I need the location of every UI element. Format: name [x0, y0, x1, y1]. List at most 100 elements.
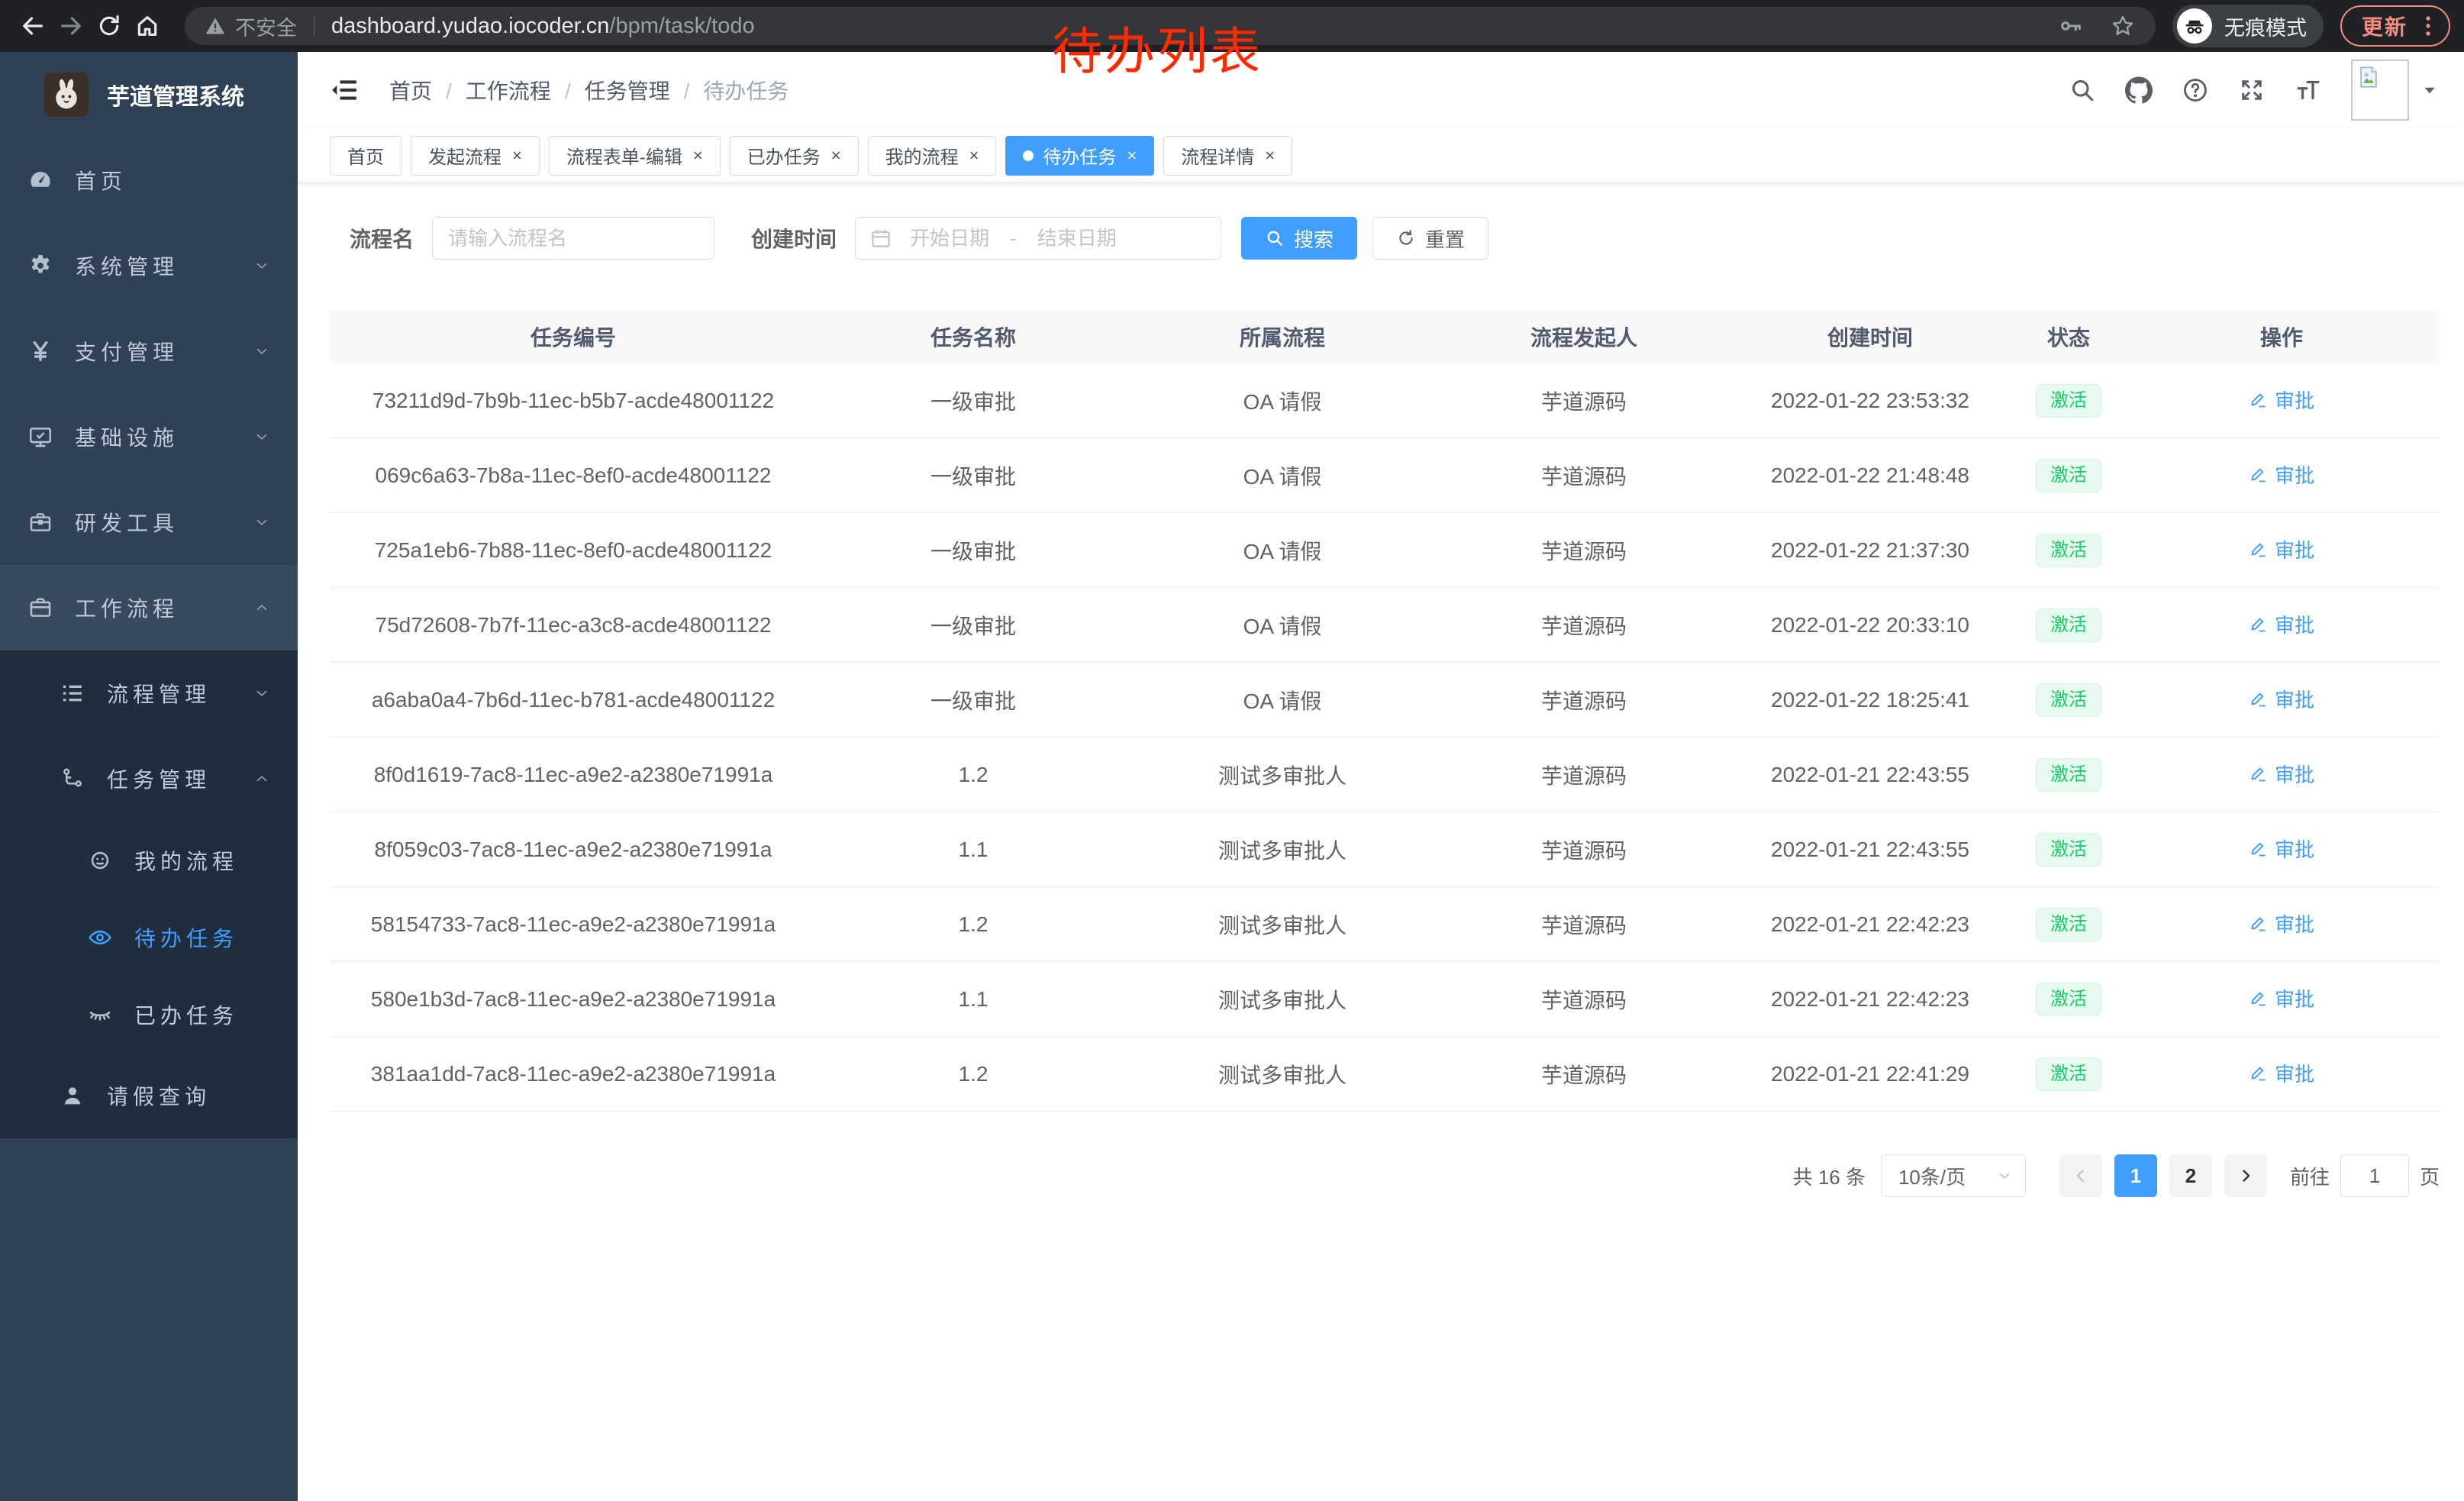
sidebar-item-leave-query[interactable]: 请假查询 — [0, 1053, 298, 1138]
table-row: 8f0d1619-7ac8-11ec-a9e2-a2380e71991a 1.2… — [330, 738, 2440, 812]
fullscreen-icon[interactable] — [2238, 76, 2266, 104]
process-name-label: 流程名 — [350, 228, 414, 251]
tab-start-process[interactable]: 发起流程 — [411, 135, 540, 176]
chevron-down-icon — [253, 685, 270, 702]
github-icon[interactable] — [2125, 76, 2153, 104]
goto-label: 前往 — [2289, 1165, 2330, 1189]
list-icon — [60, 680, 85, 706]
close-icon[interactable] — [969, 147, 979, 164]
active-dot-icon — [1023, 150, 1034, 161]
briefcase-icon — [27, 595, 53, 621]
process-name-input[interactable] — [432, 217, 715, 260]
url-host: dashboard.yudao.iocoder.cn — [331, 13, 610, 38]
start-date-input[interactable] — [892, 226, 1008, 250]
page-content: 流程名 创建时间 - 搜索 重置 — [298, 183, 2464, 1501]
prev-page-button[interactable] — [2059, 1154, 2102, 1197]
sidebar-item-infrastructure[interactable]: 基础设施 — [0, 394, 298, 479]
close-icon[interactable] — [512, 147, 522, 164]
sidebar-item-workflow[interactable]: 工作流程 — [0, 565, 298, 650]
page-size-select[interactable]: 10条/页 — [1880, 1154, 2026, 1197]
breadcrumb-workflow[interactable]: 工作流程 — [466, 75, 585, 105]
browser-update-button[interactable]: 更新 — [2340, 5, 2450, 47]
browser-home-button[interactable] — [128, 7, 166, 45]
address-bar[interactable]: 不安全 dashboard.yudao.iocoder.cn /bpm/task… — [185, 7, 2156, 45]
chevron-down-icon — [253, 514, 270, 531]
goto-page-input[interactable] — [2340, 1154, 2409, 1197]
sidebar-item-home[interactable]: 首页 — [0, 137, 298, 223]
approve-link[interactable]: 审批 — [2249, 909, 2314, 938]
approve-link[interactable]: 审批 — [2249, 535, 2314, 563]
edit-pencil-icon — [2251, 618, 2266, 632]
tab-done-tasks[interactable]: 已办任务 — [729, 135, 859, 176]
browser-back-button[interactable] — [14, 7, 52, 45]
app-logo-row[interactable]: 芋道管理系统 — [0, 52, 298, 137]
status-badge: 激活 — [2036, 832, 2101, 867]
gear-icon — [27, 253, 53, 279]
help-icon[interactable] — [2182, 76, 2209, 104]
approve-link[interactable]: 审批 — [2249, 610, 2314, 638]
tab-todo-tasks[interactable]: 待办任务 — [1005, 135, 1155, 176]
tab-process-form-edit[interactable]: 流程表单-编辑 — [548, 135, 721, 176]
sidebar-item-payment[interactable]: 支付管理 — [0, 308, 298, 394]
approve-link[interactable]: 审批 — [2249, 834, 2314, 863]
search-icon — [1267, 231, 1282, 246]
approve-link[interactable]: 审批 — [2249, 386, 2314, 414]
next-page-button[interactable] — [2224, 1154, 2267, 1197]
browser-toolbar: 不安全 dashboard.yudao.iocoder.cn /bpm/task… — [0, 0, 2464, 52]
edit-pencil-icon — [2251, 767, 2266, 782]
user-icon — [60, 1083, 85, 1109]
sidebar-item-process-management[interactable]: 流程管理 — [0, 650, 298, 736]
avatar-caret-icon[interactable] — [2420, 80, 2440, 100]
password-key-icon[interactable] — [2058, 13, 2084, 39]
status-badge: 激活 — [2036, 458, 2101, 492]
search-icon[interactable] — [2069, 76, 2096, 104]
approve-link[interactable]: 审批 — [2249, 1059, 2314, 1087]
end-date-input[interactable] — [1019, 226, 1134, 250]
sidebar-item-dev-tools[interactable]: 研发工具 — [0, 479, 298, 565]
search-button[interactable]: 搜索 — [1241, 217, 1358, 260]
date-range-picker[interactable]: - — [855, 217, 1222, 260]
table-row: 069c6a63-7b8a-11ec-8ef0-acde48001122 一级审… — [330, 438, 2440, 513]
approve-link[interactable]: 审批 — [2249, 460, 2314, 489]
approve-link[interactable]: 审批 — [2249, 760, 2314, 788]
approve-link[interactable]: 审批 — [2249, 984, 2314, 1012]
breadcrumb-home[interactable]: 首页 — [389, 75, 466, 105]
page-button-2[interactable]: 2 — [2169, 1154, 2212, 1197]
column-header: 所属流程 — [1239, 326, 1325, 350]
avatar[interactable] — [2351, 60, 2409, 121]
table-row: 58154733-7ac8-11ec-a9e2-a2380e71991a 1.2… — [330, 887, 2440, 962]
browser-forward-button[interactable] — [52, 7, 90, 45]
edit-pencil-icon — [2251, 842, 2266, 857]
sidebar-item-task-management[interactable]: 任务管理 — [0, 736, 298, 822]
sidebar-item-todo-tasks[interactable]: 待办任务 — [0, 899, 298, 976]
breadcrumb-task-management[interactable]: 任务管理 — [585, 75, 704, 105]
bookmark-star-icon[interactable] — [2110, 13, 2136, 39]
chevron-right-icon — [2243, 1170, 2250, 1182]
tab-my-process[interactable]: 我的流程 — [867, 135, 997, 176]
font-size-icon[interactable] — [2295, 76, 2322, 104]
tab-home[interactable]: 首页 — [330, 135, 402, 176]
edit-pencil-icon — [2251, 917, 2266, 931]
approve-link[interactable]: 审批 — [2249, 685, 2314, 713]
sidebar-item-my-process[interactable]: 我的流程 — [0, 822, 298, 899]
broken-image-icon — [2360, 66, 2377, 88]
tags-view-bar: 首页 发起流程 流程表单-编辑 已办任务 我的流程 待办任务 流程详情 — [298, 128, 2464, 183]
table-row: 8f059c03-7ac8-11ec-a9e2-a2380e71991a 1.1… — [330, 812, 2440, 887]
close-icon[interactable] — [1265, 147, 1275, 164]
browser-menu-icon[interactable] — [2415, 13, 2441, 39]
reset-button[interactable]: 重置 — [1372, 217, 1489, 260]
close-icon[interactable] — [1127, 147, 1137, 164]
sidebar-collapse-icon[interactable] — [330, 75, 360, 105]
todo-list-annotation: 待办列表 — [1052, 23, 1263, 79]
close-icon[interactable] — [693, 147, 703, 164]
sidebar-item-done-tasks[interactable]: 已办任务 — [0, 976, 298, 1053]
sidebar-item-system[interactable]: 系统管理 — [0, 223, 298, 308]
browser-reload-button[interactable] — [90, 7, 128, 45]
table-row: 75d72608-7b7f-11ec-a3c8-acde48001122 一级审… — [330, 588, 2440, 663]
chevron-left-icon — [2076, 1170, 2084, 1182]
sidebar: 芋道管理系统 首页 系统管理 支付管理 — [0, 52, 298, 1501]
close-icon[interactable] — [831, 147, 841, 164]
tab-process-detail[interactable]: 流程详情 — [1163, 135, 1293, 176]
edit-pencil-icon — [2251, 468, 2266, 483]
page-button-1[interactable]: 1 — [2114, 1154, 2157, 1197]
